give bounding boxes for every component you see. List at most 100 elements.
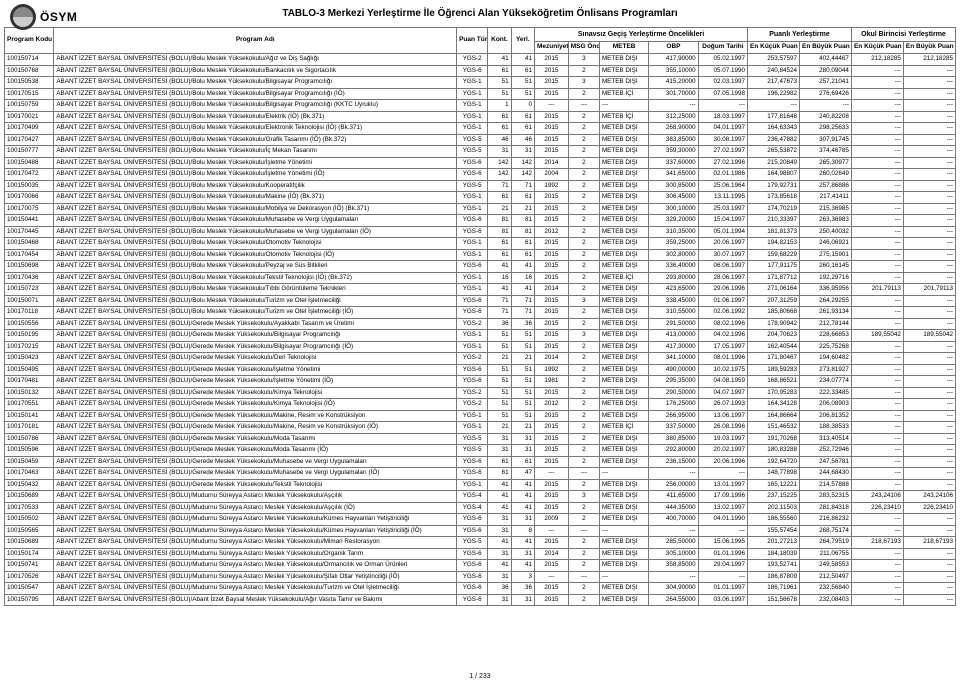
table-row: 100150786ABANT İZZET BAYSAL ÜNİVERSİTESİ… — [5, 433, 956, 445]
table-cell: 31 — [488, 548, 511, 560]
table-cell: METEB DIŞI — [599, 353, 648, 365]
table-cell: 310,55000 — [649, 307, 698, 319]
table-cell: YGS-2 — [457, 399, 488, 411]
table-cell: METEB DIŞI — [599, 295, 648, 307]
table-cell: --- — [903, 376, 955, 388]
logo-text: ÖSYM — [40, 10, 77, 24]
table-cell: 237,15225 — [748, 491, 800, 503]
table-cell: YGS-6 — [457, 169, 488, 181]
table-cell: YGS-2 — [457, 387, 488, 399]
table-cell: 100150195 — [5, 330, 54, 342]
table-cell: 41 — [511, 284, 534, 296]
table-cell: METEB DIŞI — [599, 77, 648, 89]
table-cell: ABANT İZZET BAYSAL ÜNİVERSİTESİ (BOLU)/B… — [54, 226, 457, 238]
table-cell: 374,46785 — [799, 146, 851, 158]
table-cell: 51 — [488, 88, 511, 100]
table-cell: 226,23410 — [851, 502, 903, 514]
table-cell: ABANT İZZET BAYSAL ÜNİVERSİTESİ (BOLU)/B… — [54, 192, 457, 204]
table-cell: --- — [903, 548, 955, 560]
table-cell: --- — [903, 445, 955, 457]
table-cell: 2015 — [535, 295, 569, 307]
table-cell: YGS-1 — [457, 77, 488, 89]
table-cell: 61 — [488, 468, 511, 480]
table-row: 100150698ABANT İZZET BAYSAL ÜNİVERSİTESİ… — [5, 261, 956, 273]
table-cell: --- — [698, 525, 747, 537]
table-cell: ABANT İZZET BAYSAL ÜNİVERSİTESİ (BOLU)/B… — [54, 261, 457, 273]
table-cell: 100170021 — [5, 111, 54, 123]
table-cell: 246,06921 — [799, 238, 851, 250]
table-cell: YGS-2 — [457, 54, 488, 66]
table-cell: ABANT İZZET BAYSAL ÜNİVERSİTESİ (BOLU)/M… — [54, 571, 457, 583]
table-cell: 100170472 — [5, 169, 54, 181]
table-cell: 417,90000 — [649, 54, 698, 66]
table-cell: 18.03.1997 — [698, 111, 747, 123]
table-cell: 21 — [488, 353, 511, 365]
table-cell: ABANT İZZET BAYSAL ÜNİVERSİTESİ (BOLU)/G… — [54, 353, 457, 365]
th-puan-turu: Puan Türü — [457, 28, 488, 54]
table-cell: 46 — [488, 134, 511, 146]
table-cell: YGS-6 — [457, 548, 488, 560]
table-cell: 2 — [568, 123, 599, 135]
table-cell: 06.06.1997 — [698, 261, 747, 273]
table-cell: --- — [851, 123, 903, 135]
table-row: 100150596ABANT İZZET BAYSAL ÜNİVERSİTESİ… — [5, 445, 956, 457]
table-cell: ABANT İZZET BAYSAL ÜNİVERSİTESİ (BOLU)/B… — [54, 203, 457, 215]
table-cell: ABANT İZZET BAYSAL ÜNİVERSİTESİ (BOLU)/B… — [54, 284, 457, 296]
table-cell: 2 — [568, 353, 599, 365]
table-row: 100150441ABANT İZZET BAYSAL ÜNİVERSİTESİ… — [5, 215, 956, 227]
table-cell: --- — [599, 468, 648, 480]
table-cell: 8 — [511, 525, 534, 537]
table-cell: 31 — [488, 445, 511, 457]
table-cell: ABANT İZZET BAYSAL ÜNİVERSİTESİ (BOLU)/B… — [54, 146, 457, 158]
table-cell: 51 — [511, 88, 534, 100]
table-cell: --- — [851, 571, 903, 583]
table-cell: --- — [903, 146, 955, 158]
table-cell: --- — [903, 192, 955, 204]
table-cell: METEB DIŞI — [599, 203, 648, 215]
table-cell: 3 — [568, 77, 599, 89]
table-cell: --- — [903, 295, 955, 307]
table-cell: 2015 — [535, 491, 569, 503]
table-cell: 41 — [511, 479, 534, 491]
table-cell: YGS-6 — [457, 514, 488, 526]
table-cell: 05.01.1994 — [698, 226, 747, 238]
th-group-puanli: Puanlı Yerleştirme — [748, 28, 852, 42]
table-cell: 100150459 — [5, 456, 54, 468]
table-cell: --- — [903, 341, 955, 353]
table-cell: 1981 — [535, 376, 569, 388]
table-cell: METEB DIŞI — [599, 215, 648, 227]
th-mezuniyet: Mezuniyet Yılı — [535, 42, 569, 54]
table-cell: ABANT İZZET BAYSAL ÜNİVERSİTESİ (BOLU)/G… — [54, 410, 457, 422]
table-cell: 2 — [568, 456, 599, 468]
table-cell: 36 — [511, 318, 534, 330]
table-cell: 3 — [511, 571, 534, 583]
table-cell: 07.05.1998 — [698, 88, 747, 100]
table-cell: 29.06.1996 — [698, 284, 747, 296]
table-cell: 217,41411 — [799, 192, 851, 204]
table-cell: --- — [851, 468, 903, 480]
table-cell: --- — [851, 318, 903, 330]
table-cell: YGS-1 — [457, 203, 488, 215]
table-cell: 100150174 — [5, 548, 54, 560]
table-cell: --- — [851, 238, 903, 250]
table-cell: YGS-6 — [457, 307, 488, 319]
table-cell: 100150698 — [5, 261, 54, 273]
table-cell: 192,29716 — [799, 272, 851, 284]
table-row: 100150035ABANT İZZET BAYSAL ÜNİVERSİTESİ… — [5, 180, 956, 192]
table-cell: 2004 — [535, 169, 569, 181]
table-cell: 08.01.1996 — [698, 353, 747, 365]
table-cell: METEB DIŞI — [599, 180, 648, 192]
table-cell: 1992 — [535, 364, 569, 376]
table-cell: 2 — [568, 88, 599, 100]
table-row: 100150423ABANT İZZET BAYSAL ÜNİVERSİTESİ… — [5, 353, 956, 365]
table-cell: 2 — [568, 410, 599, 422]
table-cell: YGS-6 — [457, 456, 488, 468]
table-cell: 257,86886 — [799, 180, 851, 192]
table-cell: 25.03.1997 — [698, 203, 747, 215]
table-cell: 273,81927 — [799, 364, 851, 376]
table-cell: 201,79113 — [851, 284, 903, 296]
table-cell: METEB DIŞI — [599, 146, 648, 158]
table-cell: 266,95000 — [649, 410, 698, 422]
table-cell: YGS-6 — [457, 594, 488, 606]
table-cell: 148,77898 — [748, 468, 800, 480]
